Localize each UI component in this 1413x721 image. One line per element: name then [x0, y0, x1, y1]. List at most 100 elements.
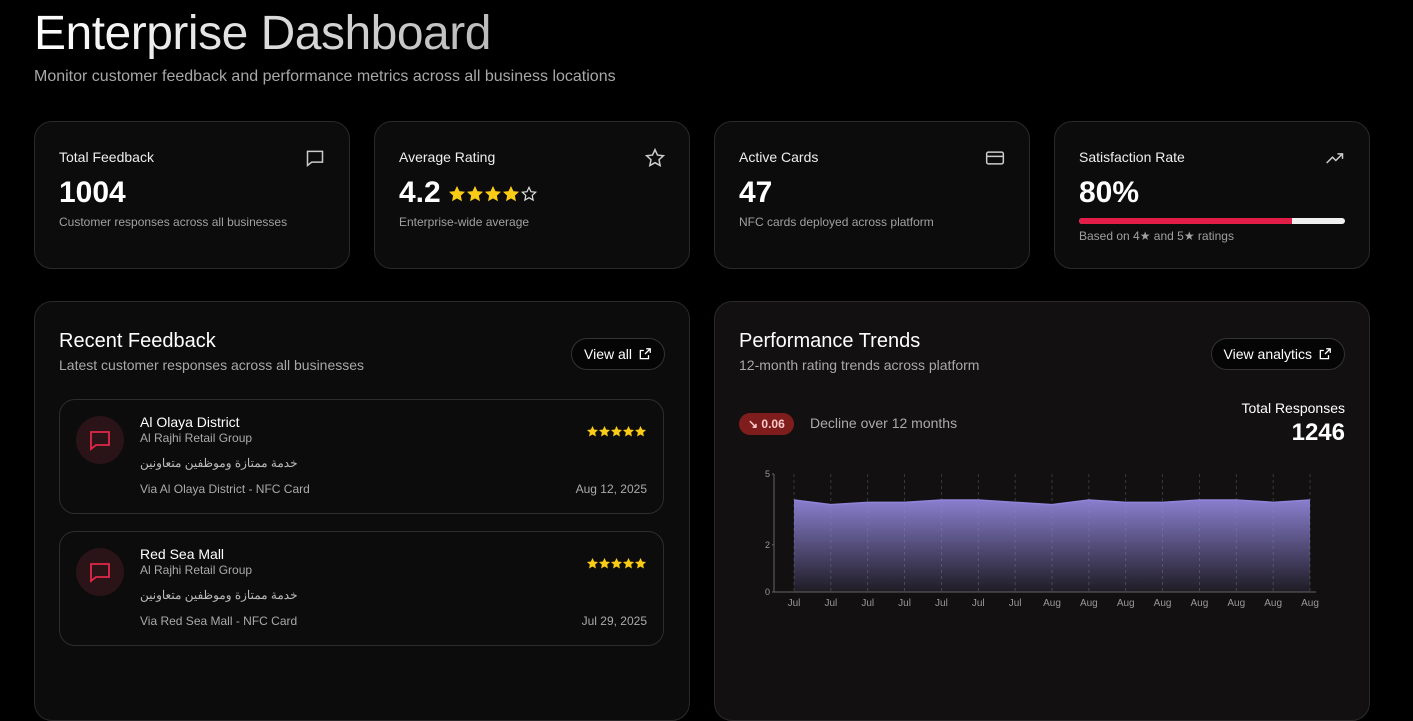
x-tick-label: Aug [1154, 598, 1172, 609]
stat-note: Customer responses across all businesses [59, 215, 288, 229]
trend-note: Decline over 12 months [810, 415, 958, 431]
star [622, 425, 635, 437]
x-tick-label: Aug [1264, 598, 1282, 609]
star-icon [645, 148, 665, 168]
group: Al Rajhi Retail Group [140, 431, 253, 445]
progress-fill [1079, 218, 1292, 224]
star [598, 557, 611, 569]
stat-label: Active Cards [739, 149, 819, 165]
rating [586, 424, 647, 442]
x-tick-label: Jul [824, 598, 837, 609]
stat-card: Total Feedback 1004 Customer responses a… [34, 121, 350, 269]
stat-value: 1004 [59, 176, 126, 209]
y-tick-label: 0 [765, 587, 770, 597]
stat-label: Satisfaction Rate [1079, 149, 1185, 165]
stat-note: NFC cards deployed across platform [739, 215, 934, 229]
x-tick-label: Aug [1301, 598, 1319, 609]
stat-note: Based on 4★ and 5★ ratings [1079, 229, 1234, 243]
star [634, 425, 647, 437]
x-tick-label: Jul [1009, 598, 1022, 609]
x-tick-label: Jul [972, 598, 985, 609]
x-tick-label: Aug [1227, 598, 1245, 609]
star [520, 185, 537, 202]
x-tick-label: Jul [861, 598, 874, 609]
button-label: View analytics [1223, 346, 1312, 362]
card-title: Recent Feedback [59, 330, 216, 352]
stat-card: Active Cards 47 NFC cards deployed acros… [714, 121, 1030, 269]
comment: خدمة ممتازة وموظفين متعاونين [140, 588, 298, 602]
page: Enterprise Dashboard Monitor customer fe… [34, 7, 1370, 721]
stat-card: Average Rating 4.2 Enterprise-wide avera… [374, 121, 690, 269]
feedback-item: Red Sea Mall Al Rajhi Retail Group خدمة مم… [59, 531, 664, 646]
avatar [76, 416, 124, 464]
stat-card: Satisfaction Rate 80% Based on 4★ and 5★… [1054, 121, 1370, 269]
external-icon [1319, 348, 1331, 360]
stars [448, 185, 537, 202]
card-icon [985, 151, 1005, 165]
x-tick-label: Aug [1191, 598, 1209, 609]
x-tick-label: Jul [788, 598, 801, 609]
stat-value: 80% [1079, 176, 1140, 209]
trend-icon [1326, 153, 1344, 164]
star [484, 185, 501, 202]
card-subtitle: Latest customer responses across all bus… [59, 357, 365, 373]
date: Jul 29, 2025 [581, 614, 647, 628]
star [610, 557, 623, 569]
chat-icon [90, 563, 110, 583]
stat-value: 4.2 [399, 176, 441, 209]
trend-badge: ↘ 0.06 [739, 413, 794, 435]
x-tick-label: Aug [1043, 598, 1061, 609]
chat-icon [90, 431, 110, 451]
x-tick-label: Jul [898, 598, 911, 609]
card-title: Performance Trends [739, 330, 921, 352]
stat-label: Average Rating [399, 149, 496, 165]
star [634, 557, 647, 569]
stars [586, 425, 647, 437]
location: Al Olaya District [140, 414, 240, 430]
y-tick-label: 5 [765, 469, 770, 479]
group: Al Rajhi Retail Group [140, 563, 253, 577]
date: Aug 12, 2025 [575, 482, 647, 496]
area-line [793, 499, 1311, 506]
x-tick-label: Aug [1117, 598, 1135, 609]
page-title: Enterprise Dashboard [34, 7, 491, 60]
x-tick-label: Aug [1080, 598, 1098, 609]
location: Red Sea Mall [140, 546, 225, 562]
view-all-button[interactable]: View all [571, 338, 665, 370]
stat-value: 47 [739, 176, 773, 209]
star [448, 185, 465, 202]
star [598, 425, 611, 437]
rating [586, 556, 647, 574]
card-subtitle: 12-month rating trends across platform [739, 357, 980, 373]
button-label: View all [584, 346, 632, 362]
feedback-item: Al Olaya District Al Rajhi Retail Group خد… [59, 399, 664, 514]
stat-value-row: 4.2 [399, 176, 539, 210]
chat-icon [306, 150, 324, 168]
avatar [76, 548, 124, 596]
recent-card: Recent Feedback Latest customer response… [34, 301, 690, 721]
x-tick-label: Jul [935, 598, 948, 609]
star [610, 425, 623, 437]
total-value: 1246 [1291, 419, 1345, 446]
stars [586, 557, 647, 569]
y-tick-label: 2 [765, 540, 770, 550]
star [586, 425, 599, 437]
star [622, 557, 635, 569]
source: Via Red Sea Mall - NFC Card [140, 614, 298, 628]
page-subtitle: Monitor customer feedback and performanc… [34, 68, 616, 85]
comment: خدمة ممتازة وموظفين متعاونين [140, 456, 298, 470]
star [586, 557, 599, 569]
view-analytics-button[interactable]: View analytics [1210, 338, 1345, 370]
external-icon [639, 348, 651, 360]
stat-note: Enterprise-wide average [399, 215, 530, 229]
total-label: Total Responses [1241, 400, 1345, 416]
star [466, 185, 483, 202]
progress-track [1079, 218, 1345, 224]
rating-stars [448, 176, 539, 210]
stat-label: Total Feedback [59, 149, 154, 165]
source: Via Al Olaya District - NFC Card [140, 482, 310, 496]
trends-card: Performance Trends 12-month rating trend… [714, 301, 1370, 721]
star [502, 185, 519, 202]
area [794, 499, 1310, 592]
area-chart: 0 2 5 Jul Jul Jul Jul Jul Jul Jul Aug Aug Aug Aug Aug A… [765, 469, 1319, 609]
